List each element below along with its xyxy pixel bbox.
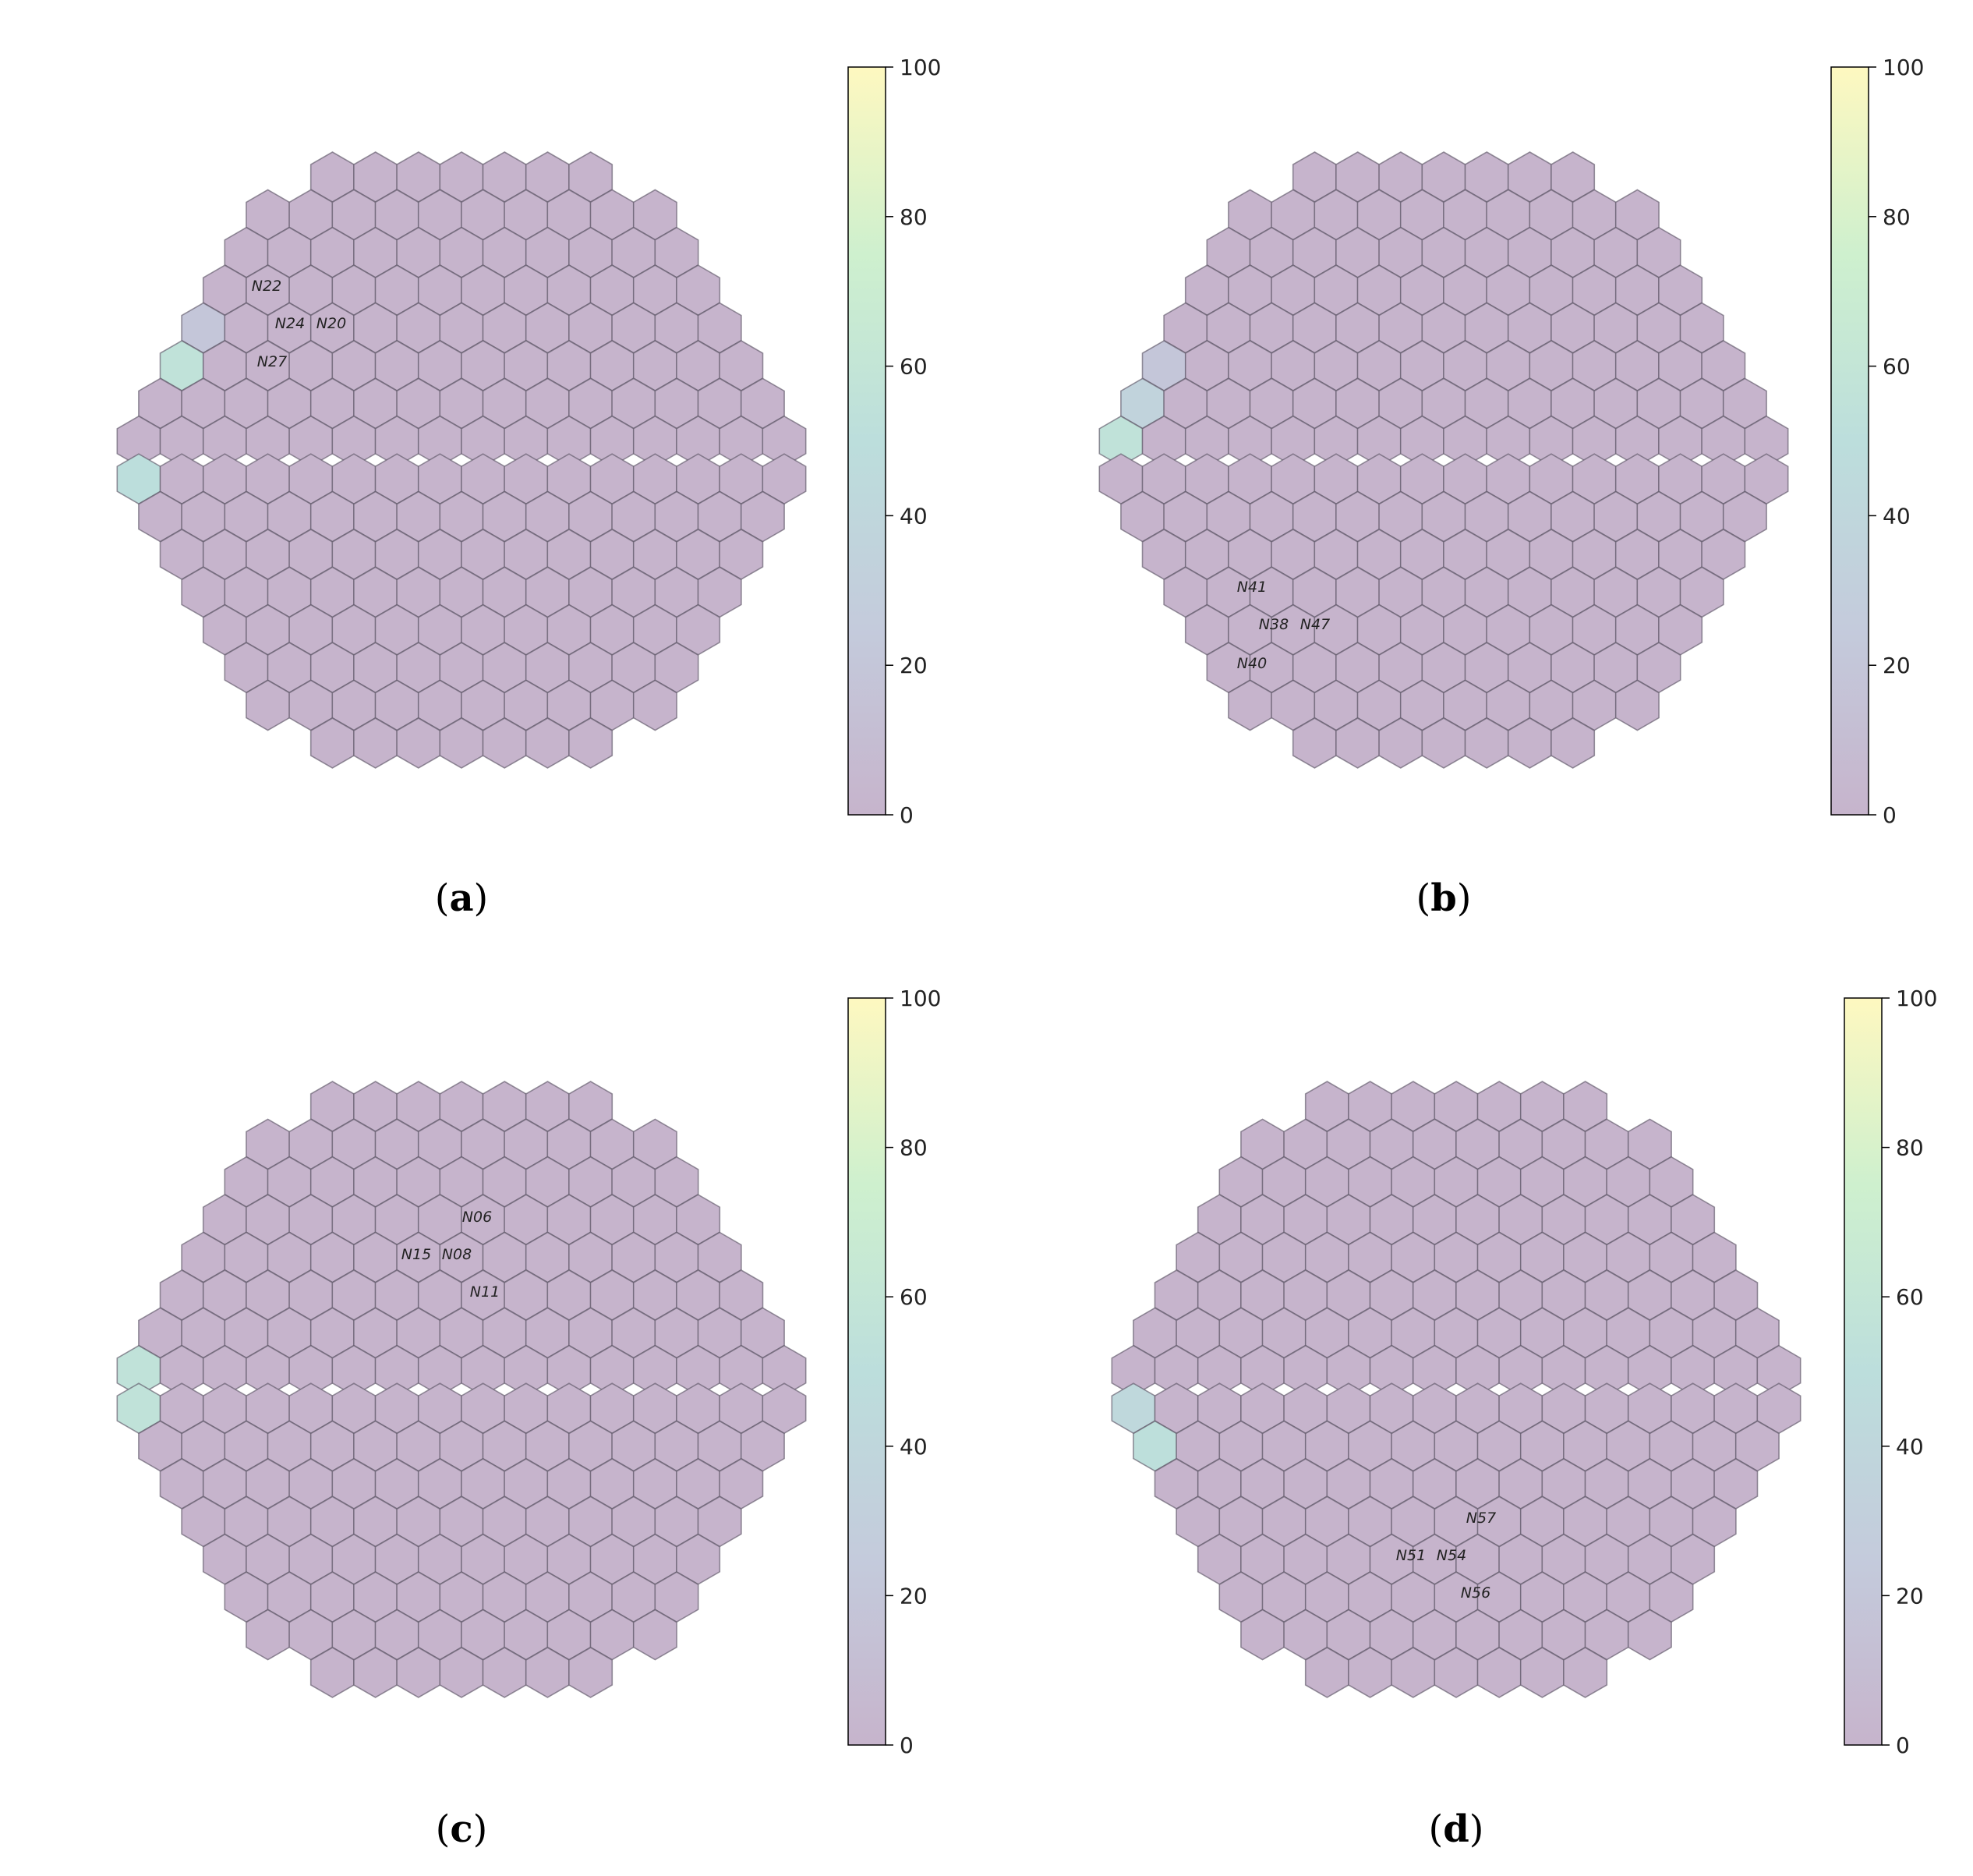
caption-a: (a): [435, 876, 489, 920]
node-label: N27: [257, 353, 287, 370]
panel-b: N41 N38 N47 N40 0 20 40 60 80 100: [1098, 55, 1924, 828]
colorbar: [847, 66, 886, 816]
node-label: N51: [1396, 1547, 1426, 1564]
colorbar-tick-label: 100: [1896, 986, 1937, 1011]
colorbar-tick-label: 0: [1896, 1733, 1910, 1758]
node-label: N24: [275, 315, 305, 332]
colorbar-tick-label: 20: [1896, 1583, 1924, 1609]
colorbar-tick-label: 80: [1896, 1135, 1924, 1161]
node-label: N56: [1461, 1584, 1490, 1602]
colorbar-tick-label: 40: [900, 503, 928, 529]
panel-a: N22 N24 N20 N27 0 20 40 60 80 100: [116, 55, 941, 828]
colorbar-tick-label: 100: [900, 55, 941, 80]
node-label: N20: [316, 315, 346, 332]
colorbar-tick-label: 0: [900, 1733, 914, 1758]
caption-c: (c): [436, 1807, 488, 1851]
colorbar-tick-label: 80: [900, 204, 928, 230]
hex-cell: [632, 1609, 677, 1661]
node-label: N08: [442, 1246, 472, 1263]
colorbar-tick-label: 0: [1883, 802, 1897, 828]
colorbar-tick-label: 100: [900, 986, 941, 1011]
node-label: N11: [470, 1283, 500, 1301]
colorbar-tick-label: 100: [1883, 55, 1924, 80]
hex-cell: [568, 1647, 613, 1698]
node-label: N40: [1237, 655, 1267, 672]
hex-cell: [632, 679, 677, 731]
colorbar: [1844, 997, 1883, 1746]
node-label: N15: [401, 1246, 431, 1263]
colorbar-tick-label: 60: [900, 354, 928, 380]
node-label: N06: [462, 1209, 492, 1226]
caption-d: (d): [1428, 1807, 1483, 1851]
hex-cell: [1627, 1609, 1672, 1661]
colorbar-tick-label: 20: [900, 1583, 928, 1609]
caption-b: (b): [1416, 876, 1471, 920]
hex-cell: [1614, 679, 1660, 731]
colorbar-tick-label: 40: [900, 1434, 928, 1460]
colorbar-tick-label: 40: [1896, 1434, 1924, 1460]
colorbar: [847, 997, 886, 1746]
colorbar-tick-label: 80: [900, 1135, 928, 1161]
colorbar-tick-label: 20: [1883, 653, 1911, 678]
colorbar-tick-label: 60: [900, 1284, 928, 1310]
colorbar-tick-label: 60: [1883, 354, 1911, 380]
panel-c: N06 N15 N08 N11 0 20 40 60 80 100: [116, 986, 941, 1758]
panel-d: N57 N51 N54 N56 0 20 40 60 80 100: [1111, 986, 1937, 1758]
node-label: N38: [1259, 616, 1289, 633]
colorbar-tick-label: 80: [1883, 204, 1911, 230]
node-label: N22: [252, 278, 281, 295]
node-label: N47: [1300, 616, 1330, 633]
hex-cell: [1550, 717, 1596, 769]
colorbar: [1830, 66, 1869, 816]
colorbar-tick-label: 40: [1883, 503, 1911, 529]
colorbar-tick-label: 60: [1896, 1284, 1924, 1310]
hex-cell: [568, 717, 613, 769]
colorbar-tick-label: 0: [900, 802, 914, 828]
node-label: N54: [1437, 1547, 1466, 1564]
hex-cell: [1563, 1647, 1608, 1698]
node-label: N57: [1466, 1510, 1496, 1527]
node-label: N41: [1237, 579, 1267, 596]
colorbar-tick-label: 20: [900, 653, 928, 678]
